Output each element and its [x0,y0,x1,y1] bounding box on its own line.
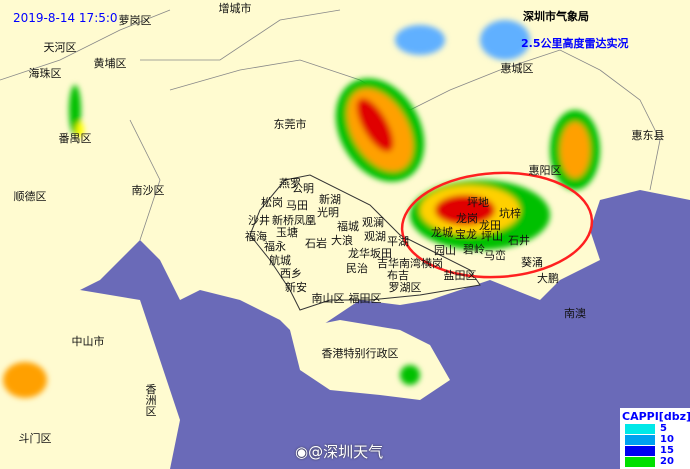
place-label: 香港特别行政区 [321,347,399,360]
place-label: 葵涌 [521,256,543,269]
place-label: 大浪 [331,234,353,247]
place-label: 平湖 [387,235,409,248]
place-label: 顺德区 [13,190,47,203]
place-label: 石井 [508,234,530,247]
place-label: 马峦 [484,249,506,262]
place-label: 吉华南湾横岗 [377,257,443,270]
place-label: 香洲区 [144,383,157,417]
legend-item: 20 [625,456,690,467]
place-label: 东莞市 [273,118,307,131]
place-label: 燕罗 [279,177,301,190]
land-shenzhen [249,174,481,311]
timestamp: 2019-8-14 17:5:0 [13,11,118,25]
land-mass [0,0,690,360]
place-label: 番禺区 [58,132,92,145]
land-west [0,290,180,469]
legend: CAPPI[dbz] 5 10 15 20 [620,408,690,469]
place-label: 南沙区 [131,184,165,197]
place-label: 沙井 [248,214,270,227]
place-label: 观湖 [364,230,386,243]
place-label: 南澳 [564,307,586,320]
place-label: 海珠区 [28,67,62,80]
place-label: 大鹏 [537,272,559,285]
legend-value: 20 [660,456,674,467]
place-label: 龙城 [431,226,453,239]
legend-swatch [625,456,655,467]
place-label: 新桥 [272,214,294,227]
legend-item: 10 [625,434,690,445]
weibo-icon: ◉ [295,443,309,461]
agency-label: 深圳市气象局 [523,10,589,23]
place-label: 光明 [317,206,339,219]
place-label: 罗湖区 [388,281,422,294]
legend-value: 15 [660,445,674,456]
place-label: 碧岭 [463,243,485,256]
place-label: 马田 [286,199,308,212]
place-label: 园山 [434,244,456,257]
place-label: 坪山 [481,230,503,243]
place-label: 盐田区 [443,269,477,282]
legend-swatch [625,434,655,445]
place-label: 坑梓 [499,207,521,220]
place-label: 石岩 [305,237,327,250]
watermark: ◉@深圳天气 [295,441,383,462]
highlight-circle [400,171,594,279]
place-label: 福永 [264,240,286,253]
place-label: 新湖 [319,193,341,206]
place-label: 南山区 [311,292,345,305]
legend-value: 5 [660,423,667,434]
place-label: 龙田 [479,219,501,232]
watermark-text: @深圳天气 [308,443,384,461]
legend-title: CAPPI[dbz] [622,410,690,423]
place-label: 观澜 [362,216,384,229]
place-label: 增城市 [218,2,252,15]
place-label: 坪地 [467,196,489,209]
place-label: 宝龙 [455,228,477,241]
place-label: 航城 [269,254,291,267]
place-label: 凤凰 [294,214,316,227]
place-label: 布吉 [387,269,409,282]
place-label: 新安 [285,281,307,294]
place-label: 西乡 [280,267,302,280]
place-label: 中山市 [71,335,105,348]
legend-value: 10 [660,434,674,445]
legend-swatch [625,445,655,456]
place-label: 斗门区 [18,432,52,445]
radar-echoes [3,20,600,398]
place-label: 福海 [245,230,267,243]
place-label: 福城 [337,220,359,233]
legend-swatch [625,423,655,434]
place-label: 萝岗区 [118,14,152,27]
place-label: 惠阳区 [528,164,562,177]
place-label: 黄埔区 [93,57,127,70]
place-label: 天河区 [43,41,77,54]
place-label: 龙华坂田 [348,247,392,260]
place-label: 福田区 [348,292,382,305]
place-label: 惠城区 [500,62,534,75]
place-label: 玉塘 [276,226,298,239]
place-label: 公明 [292,182,314,195]
place-label: 龙岗 [456,212,478,225]
legend-item: 5 [625,423,690,434]
legend-item: 15 [625,445,690,456]
place-label: 松岗 [261,196,283,209]
place-label: 民治 [346,262,368,275]
product-label: 2.5公里高度雷达实况 [521,37,629,50]
place-label: 惠东县 [631,129,665,142]
